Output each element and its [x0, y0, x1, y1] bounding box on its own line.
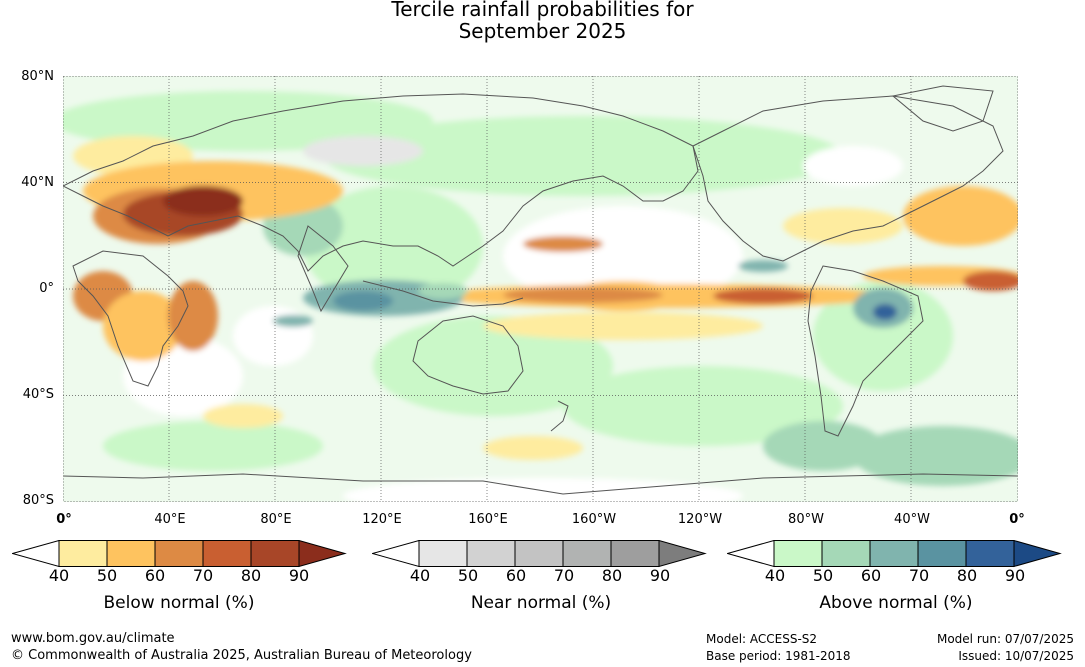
lon-label-40w: 40°W — [894, 512, 930, 527]
colorbar-label-above: Above normal (%) — [819, 593, 973, 613]
lon-label-40e: 40°E — [154, 512, 186, 527]
colorbar-tick: 80 — [956, 566, 978, 585]
colorbar-swatch — [154, 540, 204, 567]
colorbar-tick: 70 — [908, 566, 930, 585]
lon-label-160w: 160°W — [571, 512, 617, 527]
colorbar-high-arrow — [658, 540, 707, 568]
colorbar-tick: 70 — [192, 566, 214, 585]
colorbar-tick: 50 — [812, 566, 834, 585]
colorbar-tick: 40 — [764, 566, 786, 585]
colorbar-swatch — [773, 540, 823, 567]
map-title-line-2: September 2025 — [458, 19, 627, 43]
colorbar-tick: 70 — [553, 566, 575, 585]
colorbar-swatch — [610, 540, 660, 567]
colorbar-low-arrow — [12, 540, 60, 568]
colorbar-low-arrow — [727, 540, 775, 568]
lat-label-0: 0° — [39, 281, 54, 296]
colorbar-tick: 90 — [1004, 566, 1026, 585]
footer-model-run: Model run: 07/07/2025 — [936, 632, 1074, 646]
lon-label-160e: 160°E — [468, 512, 508, 527]
lon-label-0-west: 0° — [56, 512, 72, 527]
lat-label-40s: 40°S — [22, 387, 54, 402]
colorbar-above-normal — [727, 540, 1065, 568]
colorbar-tick: 40 — [48, 566, 70, 585]
colorbar-swatch — [250, 540, 300, 567]
footer-url: www.bom.gov.au/climate — [11, 631, 175, 646]
graticule — [63, 76, 1018, 502]
colorbar-swatch — [466, 540, 516, 567]
colorbar-high-arrow — [1013, 540, 1062, 568]
colorbar-swatch — [514, 540, 564, 567]
colorbar-tick: 50 — [96, 566, 118, 585]
lon-label-120w: 120°W — [677, 512, 723, 527]
colorbar-tick: 90 — [649, 566, 671, 585]
colorbar-tick: 50 — [457, 566, 479, 585]
colorbar-swatch — [202, 540, 252, 567]
colorbar-label-near: Near normal (%) — [470, 593, 612, 613]
colorbar-tick: 60 — [860, 566, 882, 585]
colorbar-tick: 60 — [144, 566, 166, 585]
colorbar-low-arrow — [372, 540, 420, 568]
colorbar-swatch — [821, 540, 871, 567]
lon-label-80w: 80°W — [788, 512, 824, 527]
colorbar-swatch — [917, 540, 967, 567]
lat-label-80s: 80°S — [22, 493, 54, 508]
coastlines — [63, 85, 1018, 495]
colorbar-tick: 60 — [505, 566, 527, 585]
colorbar-tick: 80 — [240, 566, 262, 585]
colorbar-swatch — [58, 540, 108, 567]
colorbar-swatch — [869, 540, 919, 567]
lon-label-80e: 80°E — [260, 512, 292, 527]
colorbar-near-normal — [372, 540, 710, 568]
colorbar-label-below: Below normal (%) — [103, 593, 255, 613]
colorbar-swatch — [965, 540, 1015, 567]
lat-label-40n: 40°N — [21, 175, 54, 190]
footer-model: Model: ACCESS-S2 — [706, 632, 818, 646]
colorbar-tick: 40 — [409, 566, 431, 585]
footer-base-period: Base period: 1981-2018 — [706, 649, 851, 663]
footer-copyright: © Commonwealth of Australia 2025, Austra… — [11, 648, 472, 663]
footer-issued: Issued: 10/07/2025 — [958, 649, 1074, 663]
colorbar-swatch — [106, 540, 156, 567]
colorbar-swatch — [562, 540, 612, 567]
lon-label-0-east: 0° — [1009, 512, 1025, 527]
lat-label-80n: 80°N — [21, 69, 54, 84]
lon-label-120e: 120°E — [362, 512, 402, 527]
colorbar-tick: 80 — [601, 566, 623, 585]
colorbar-swatch — [418, 540, 468, 567]
rainfall-probability-map — [63, 76, 1018, 502]
colorbar-tick: 90 — [288, 566, 310, 585]
colorbar-high-arrow — [298, 540, 347, 568]
map-title-line-1: Tercile rainfall probabilities for — [391, 0, 694, 21]
colorbar-below-normal — [12, 540, 348, 568]
